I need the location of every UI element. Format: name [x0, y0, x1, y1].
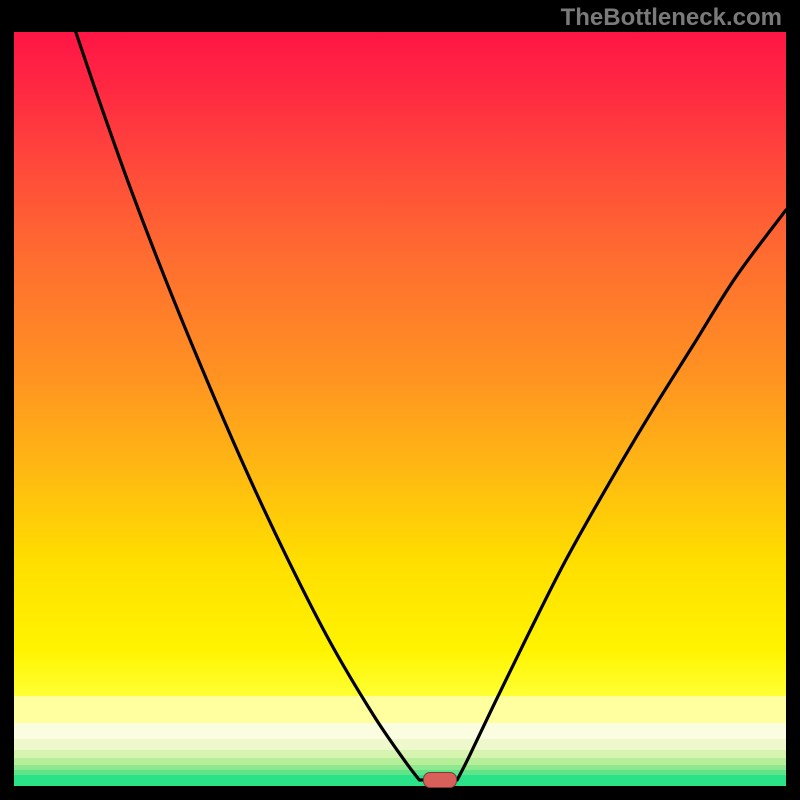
gradient-band — [14, 750, 786, 758]
gradient-band — [14, 723, 786, 740]
gradient-band — [14, 739, 786, 750]
gradient-band — [14, 758, 786, 765]
plot-area — [14, 32, 786, 786]
chart-container: TheBottleneck.com — [0, 0, 800, 800]
watermark-text: TheBottleneck.com — [561, 4, 782, 32]
gradient-band — [14, 775, 786, 786]
minimum-marker — [423, 772, 457, 788]
gradient-band — [14, 696, 786, 723]
